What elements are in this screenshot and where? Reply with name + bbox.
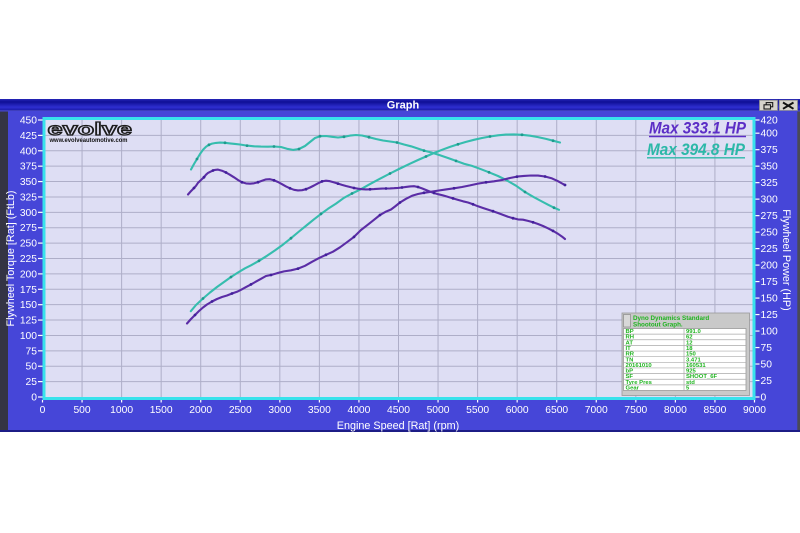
svg-text:275: 275	[20, 223, 37, 234]
svg-text:300: 300	[761, 195, 778, 206]
svg-text:175: 175	[20, 285, 37, 296]
svg-text:2000: 2000	[189, 405, 212, 416]
svg-text:400: 400	[20, 146, 37, 157]
svg-text:350: 350	[761, 162, 778, 173]
svg-text:0: 0	[761, 393, 767, 404]
svg-text:5000: 5000	[427, 405, 450, 416]
svg-text:20161010: 20161010	[626, 363, 653, 369]
svg-text:1000: 1000	[110, 405, 133, 416]
svg-text:5500: 5500	[466, 405, 489, 416]
svg-text:0: 0	[40, 405, 46, 416]
svg-text:250: 250	[761, 228, 778, 239]
svg-text:Gear: Gear	[626, 385, 640, 391]
svg-text:250: 250	[20, 239, 37, 250]
svg-text:100: 100	[761, 327, 778, 338]
svg-text:2500: 2500	[229, 405, 252, 416]
svg-text:75: 75	[26, 346, 38, 357]
svg-text:Max 394.8 HP: Max 394.8 HP	[647, 141, 746, 159]
svg-text:6500: 6500	[545, 405, 568, 416]
svg-text:Flywheel Torque [Rat] (FtLb): Flywheel Torque [Rat] (FtLb)	[5, 190, 17, 326]
svg-text:25: 25	[761, 376, 773, 387]
svg-text:1500: 1500	[150, 405, 173, 416]
svg-text:62: 62	[686, 335, 693, 341]
svg-text:3.471: 3.471	[686, 357, 701, 363]
svg-text:Tyre Pres: Tyre Pres	[626, 380, 653, 386]
svg-text:3000: 3000	[268, 405, 291, 416]
svg-text:4000: 4000	[347, 405, 370, 416]
svg-text:325: 325	[20, 192, 37, 203]
svg-text:200: 200	[761, 261, 778, 272]
svg-text:evolve: evolve	[48, 120, 132, 140]
svg-text:925: 925	[686, 369, 697, 375]
svg-text:Max 333.1 HP: Max 333.1 HP	[649, 120, 747, 138]
svg-text:125: 125	[20, 316, 37, 327]
svg-text:150: 150	[686, 352, 697, 358]
svg-text:9000: 9000	[743, 405, 766, 416]
svg-text:Graph: Graph	[387, 99, 420, 111]
svg-text:Shootout Graph.: Shootout Graph.	[633, 322, 683, 329]
svg-text:175: 175	[761, 277, 778, 288]
svg-text:375: 375	[761, 145, 778, 156]
svg-text:8500: 8500	[703, 405, 726, 416]
svg-text:BP: BP	[626, 329, 634, 335]
svg-text:425: 425	[20, 131, 37, 142]
svg-text:4500: 4500	[387, 405, 410, 416]
svg-text:400: 400	[761, 129, 778, 140]
svg-text:150: 150	[20, 300, 37, 311]
svg-text:IT: IT	[626, 346, 632, 352]
svg-text:12: 12	[686, 340, 693, 346]
svg-text:100: 100	[20, 331, 37, 342]
svg-text:300: 300	[20, 208, 37, 219]
svg-text:RH: RH	[626, 335, 635, 341]
svg-text:420: 420	[761, 116, 778, 127]
svg-text:RR: RR	[626, 352, 635, 358]
svg-text:18: 18	[686, 346, 693, 352]
svg-text:Flywheel Power (HP): Flywheel Power (HP)	[780, 209, 792, 310]
svg-text:8000: 8000	[664, 405, 687, 416]
svg-text:200: 200	[20, 269, 37, 280]
svg-text:500: 500	[73, 405, 90, 416]
svg-text:50: 50	[761, 360, 773, 371]
svg-text:50: 50	[26, 362, 38, 373]
svg-text:225: 225	[20, 254, 37, 265]
svg-text:std: std	[686, 380, 695, 386]
svg-text:375: 375	[20, 162, 37, 173]
svg-text:Engine Speed [Rat] (rpm): Engine Speed [Rat] (rpm)	[337, 420, 459, 432]
svg-text:275: 275	[761, 211, 778, 222]
svg-text:0: 0	[31, 393, 37, 404]
svg-text:bP: bP	[626, 369, 634, 375]
svg-text:www.evolveautomotive.com: www.evolveautomotive.com	[49, 137, 128, 144]
svg-text:75: 75	[761, 343, 773, 354]
svg-text:TN: TN	[626, 357, 634, 363]
svg-text:160531: 160531	[686, 363, 706, 369]
svg-text:3500: 3500	[308, 405, 331, 416]
svg-text:AT: AT	[626, 340, 634, 346]
svg-text:SHOOT_6F: SHOOT_6F	[686, 374, 717, 380]
svg-text:150: 150	[761, 294, 778, 305]
svg-text:350: 350	[20, 177, 37, 188]
svg-text:125: 125	[761, 310, 778, 321]
svg-text:7000: 7000	[585, 405, 608, 416]
svg-text:6000: 6000	[506, 405, 529, 416]
svg-text:991.0: 991.0	[686, 329, 701, 335]
svg-text:5: 5	[686, 385, 690, 391]
svg-text:325: 325	[761, 178, 778, 189]
svg-text:225: 225	[761, 244, 778, 255]
svg-text:SF: SF	[626, 374, 634, 380]
svg-text:450: 450	[20, 116, 37, 127]
svg-text:7500: 7500	[624, 405, 647, 416]
svg-text:25: 25	[26, 377, 38, 388]
svg-text:Dyno Dynamics Standard: Dyno Dynamics Standard	[633, 315, 709, 322]
